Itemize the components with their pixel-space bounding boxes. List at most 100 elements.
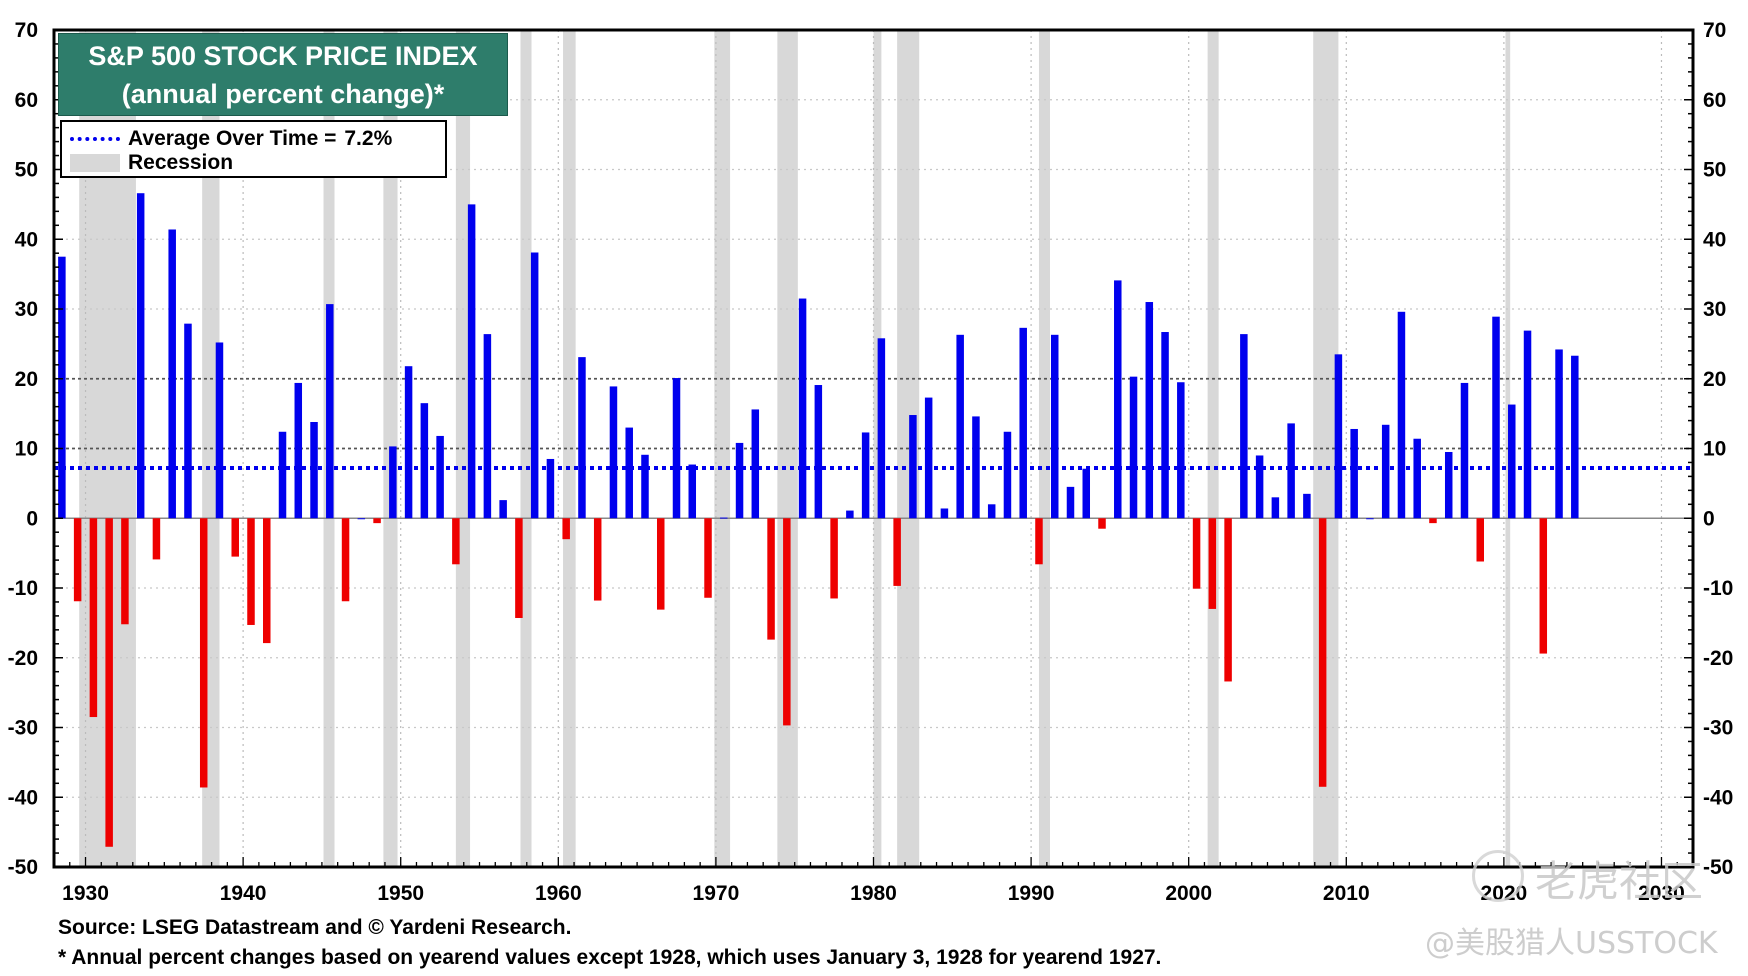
y-tick-label-left: -30	[8, 717, 38, 740]
y-tick-label-left: 70	[15, 19, 38, 42]
bar-1983	[924, 397, 933, 519]
bar-1974	[783, 518, 791, 726]
bar-2005	[1271, 497, 1280, 519]
y-tick-label-left: -40	[8, 786, 38, 809]
bar-2022	[1539, 518, 1548, 654]
legend-average: Average Over Time = 7.2%	[70, 127, 392, 151]
legend-recession: Recession	[70, 151, 233, 175]
bar-2009	[1334, 354, 1343, 519]
bar-1975	[798, 298, 807, 519]
bar-1968	[688, 464, 697, 519]
y-tick-label-left: -10	[8, 577, 38, 600]
bar-2021	[1523, 330, 1532, 519]
bar-1963	[609, 386, 618, 519]
watermark-community: 老虎社区	[1535, 857, 1704, 906]
bar-1945	[326, 304, 334, 519]
bar-1937	[199, 518, 208, 788]
bar-1999	[1177, 382, 1185, 519]
bar-1954	[467, 204, 476, 519]
bar-1996	[1129, 376, 1138, 519]
bar-1953	[452, 518, 460, 565]
bar-1956	[499, 500, 507, 519]
bar-2002	[1224, 518, 1232, 682]
bar-1935	[168, 229, 176, 519]
bar-1993	[1082, 468, 1091, 519]
chart-title: S&P 500 STOCK PRICE INDEX	[88, 41, 478, 71]
bar-1962	[593, 518, 602, 601]
bar-2014	[1413, 438, 1421, 519]
bar-1940	[247, 518, 255, 625]
bar-1987	[987, 504, 996, 519]
average-swatch	[70, 137, 120, 141]
legend-average-value: 7.2%	[344, 127, 393, 150]
bar-1997	[1145, 302, 1154, 519]
y-tick-label-left: 10	[15, 438, 38, 461]
bar-1989	[1019, 327, 1027, 519]
bar-1967	[672, 378, 681, 519]
y-tick-label-right: 30	[1703, 298, 1726, 321]
legend: Average Over Time = 7.2% Recession	[60, 120, 447, 178]
y-tick-label-left: 40	[15, 228, 38, 251]
bar-1998	[1161, 332, 1169, 519]
bar-1964	[625, 427, 633, 519]
bar-2003	[1240, 334, 1248, 519]
bar-2024	[1571, 355, 1579, 519]
x-tick-label-2010: 2010	[1323, 882, 1370, 905]
y-tick-label-right: 10	[1703, 438, 1726, 461]
bar-1976	[814, 385, 823, 519]
y-tick-label-right: -30	[1703, 717, 1733, 740]
bar-1978	[846, 510, 854, 519]
y-tick-label-right: 50	[1703, 159, 1726, 182]
bar-1947	[357, 518, 366, 520]
footer-source: Source: LSEG Datastream and © Yardeni Re…	[58, 916, 572, 939]
bars	[58, 193, 1579, 847]
bar-2017	[1460, 382, 1469, 519]
bar-1984	[940, 508, 949, 519]
y-tick-label-left: 0	[26, 507, 38, 530]
bar-1979	[861, 432, 870, 519]
bar-1985	[956, 334, 964, 519]
bar-2008	[1318, 518, 1327, 787]
bar-1948	[373, 518, 381, 524]
bar-1932	[121, 518, 129, 625]
grid-lines	[54, 30, 1693, 867]
y-tick-label-right: -10	[1703, 577, 1733, 600]
y-tick-label-right: -40	[1703, 786, 1733, 809]
y-tick-label-right: 70	[1703, 19, 1726, 42]
bar-1995	[1114, 280, 1122, 519]
bar-1957	[515, 518, 523, 618]
x-tick-label-1950: 1950	[377, 882, 424, 905]
bar-2018	[1476, 518, 1484, 562]
bar-1971	[735, 442, 744, 519]
bar-1977	[830, 518, 838, 599]
bar-1928	[58, 256, 66, 519]
bar-1961	[578, 357, 586, 519]
bar-1951	[420, 403, 429, 519]
bar-1933	[136, 193, 145, 519]
bar-1973	[767, 518, 775, 640]
watermark-handle: @美股猎人USSTOCK	[1425, 926, 1718, 961]
bar-1939	[231, 518, 239, 557]
y-tick-label-left: 20	[15, 368, 38, 391]
y-tick-label-left: 50	[15, 159, 38, 182]
y-tick-label-right: 0	[1703, 507, 1715, 530]
bar-2000	[1192, 518, 1201, 589]
bar-1942	[278, 431, 287, 519]
watermark-logo-icon	[1472, 850, 1524, 902]
bar-1950	[404, 366, 413, 519]
bar-2013	[1397, 311, 1406, 519]
bar-1949	[389, 446, 397, 519]
recession-band-5	[520, 30, 532, 867]
bar-1941	[263, 518, 271, 644]
legend-recession-label: Recession	[128, 151, 234, 174]
bar-1960	[562, 518, 570, 540]
bar-2012	[1381, 424, 1390, 519]
bar-1991	[1050, 334, 1059, 519]
bar-1929	[73, 518, 82, 602]
bar-1969	[704, 518, 712, 598]
x-tick-label-1960: 1960	[535, 882, 582, 905]
bar-1959	[546, 458, 555, 519]
bar-2019	[1492, 316, 1500, 519]
y-tick-label-left: -50	[8, 856, 38, 879]
